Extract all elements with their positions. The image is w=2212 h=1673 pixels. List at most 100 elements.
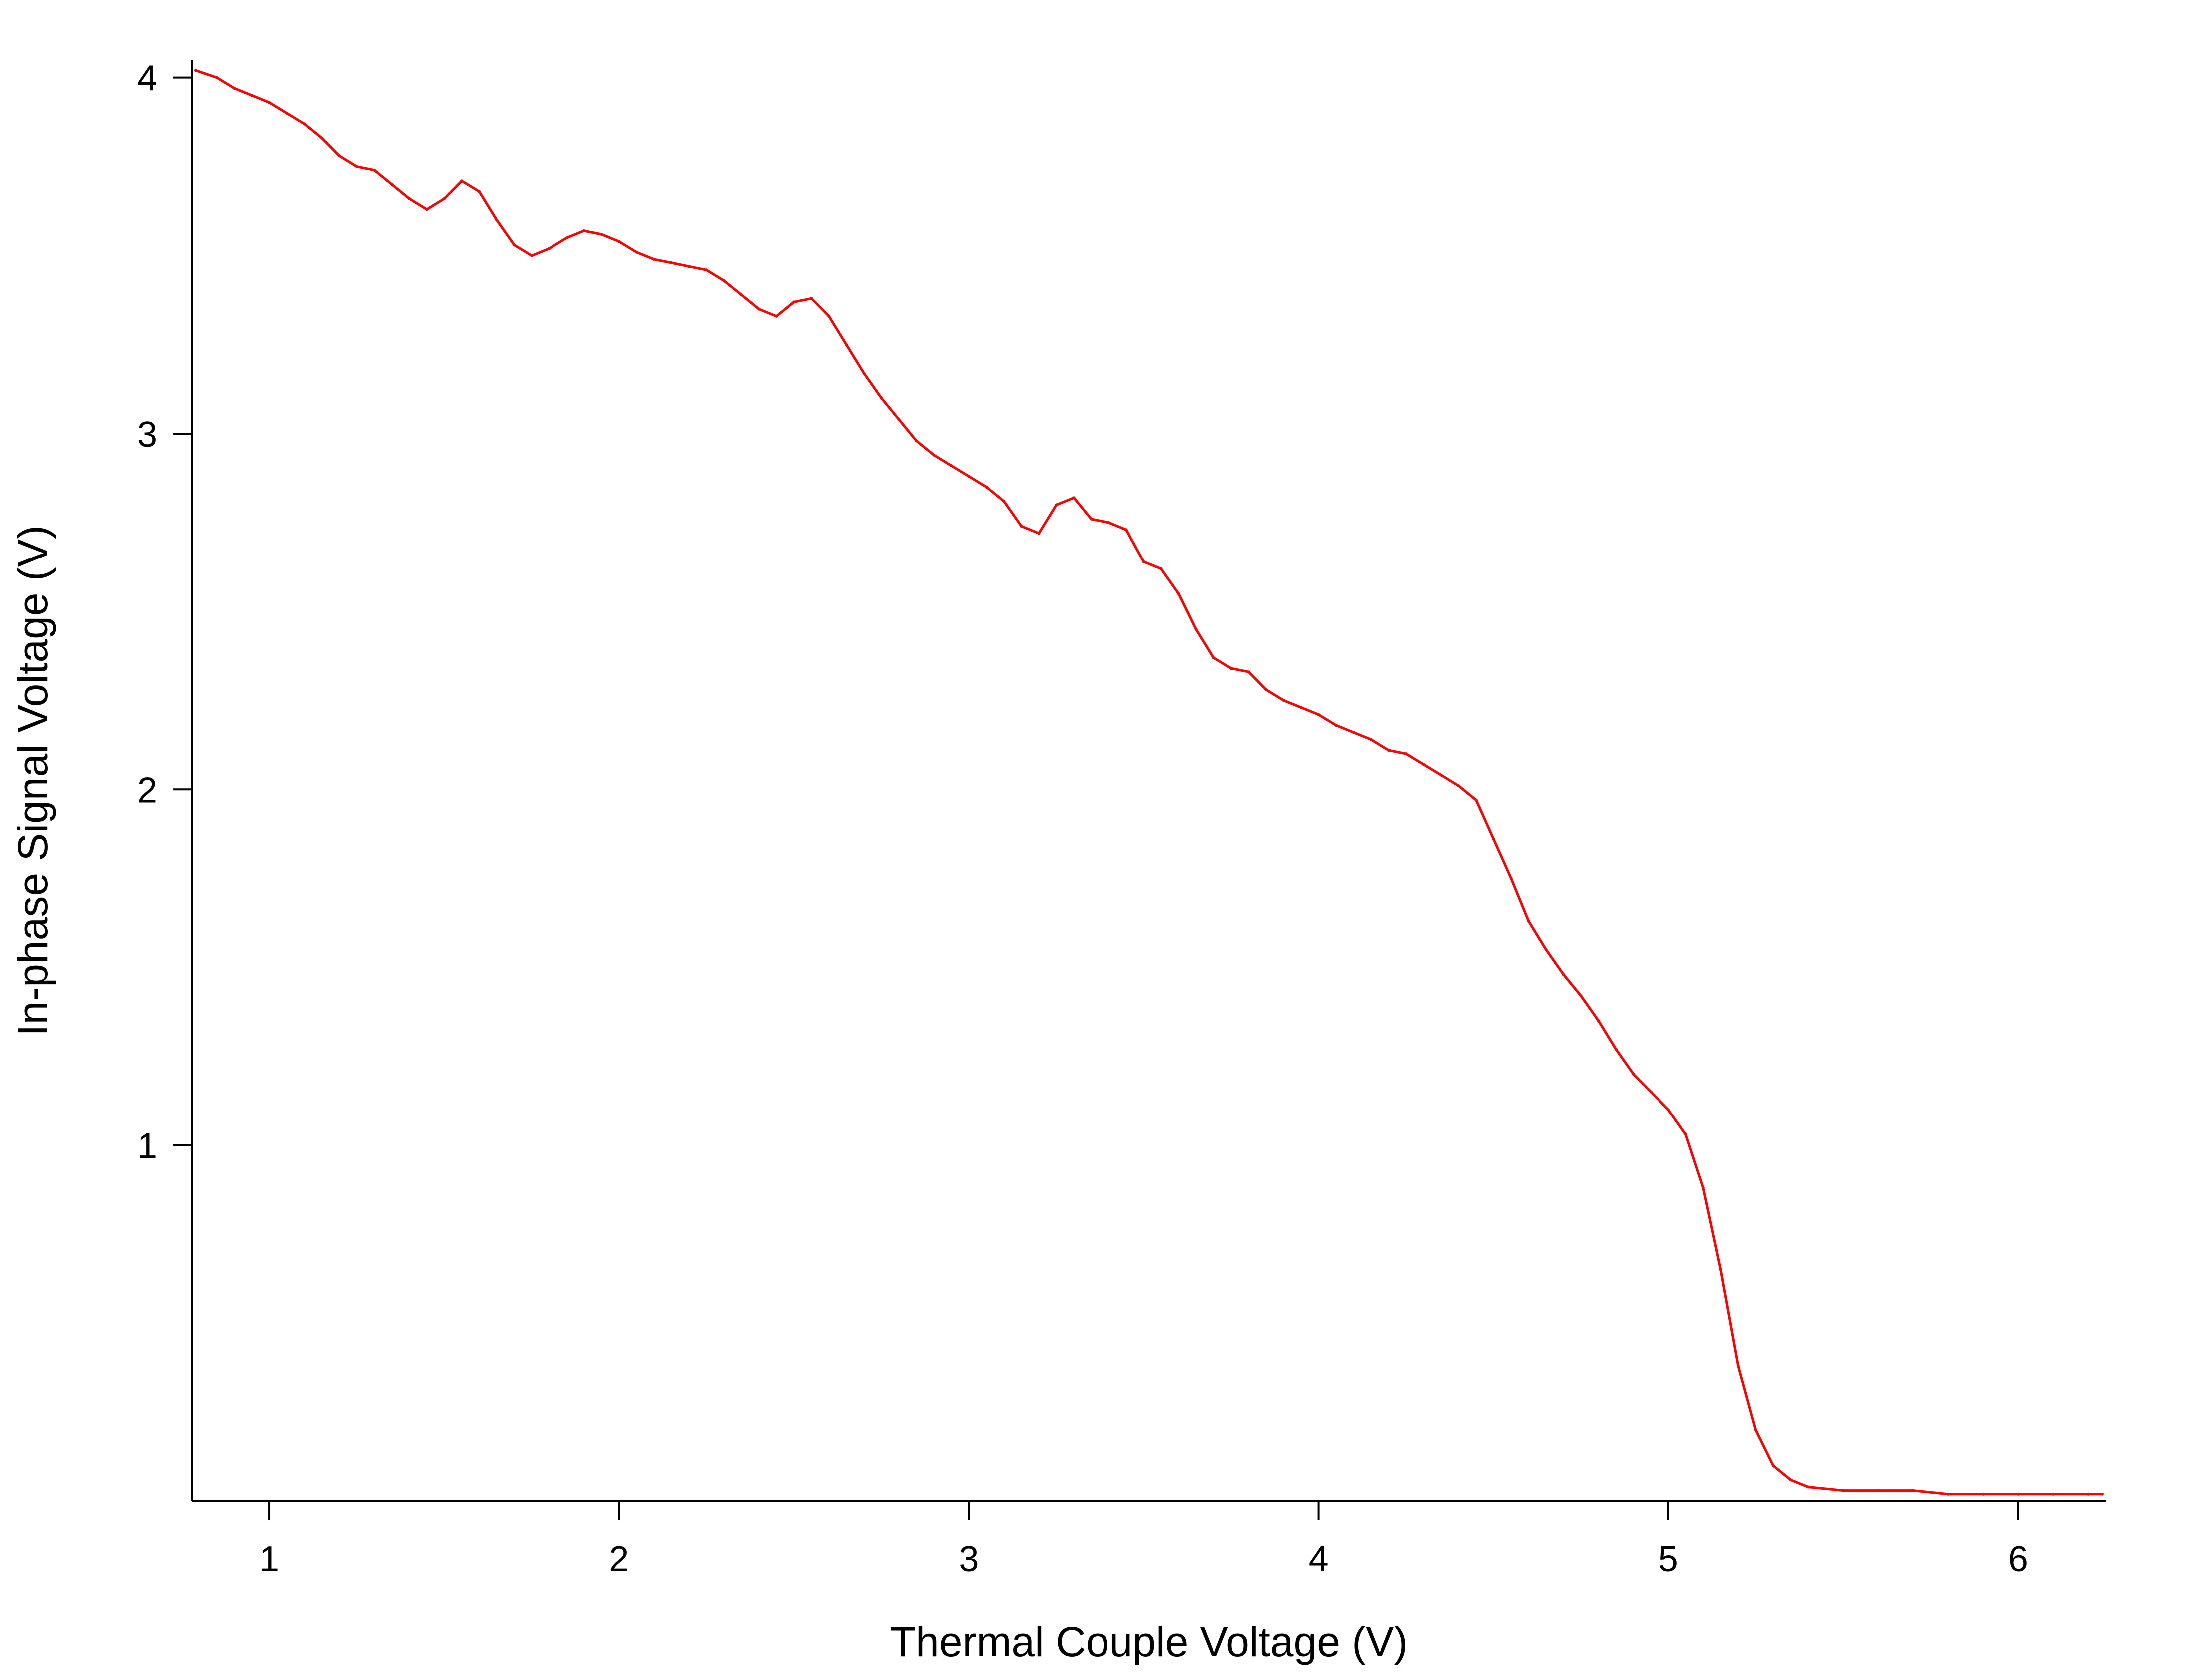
data-point: [285, 111, 288, 115]
data-point: [1107, 521, 1110, 524]
data-point: [617, 240, 621, 243]
data-point: [1666, 1108, 1670, 1112]
data-point: [443, 197, 446, 200]
data-point: [582, 229, 586, 232]
data-point: [862, 371, 866, 375]
data-point: [1055, 503, 1058, 507]
data-point: [1562, 973, 1565, 976]
data-point: [268, 101, 271, 104]
data-point: [757, 307, 761, 311]
data-point: [460, 179, 464, 183]
data-point: [1649, 1090, 1653, 1094]
data-point: [1911, 1489, 1915, 1492]
data-point: [1474, 798, 1478, 802]
data-point: [338, 154, 341, 158]
data-point: [1492, 838, 1495, 841]
x-tick-label: 1: [259, 1539, 279, 1579]
data-point: [1090, 517, 1093, 521]
data-point: [2017, 1492, 2020, 1496]
data-point: [740, 293, 743, 297]
data-point: [950, 464, 953, 468]
data-point: [1229, 667, 1233, 670]
data-point: [1509, 877, 1513, 880]
data-point: [1946, 1492, 1950, 1496]
data-point: [845, 343, 848, 346]
data-point: [652, 257, 656, 261]
data-point: [1439, 773, 1443, 777]
data-point: [1457, 784, 1460, 788]
data-point: [1387, 749, 1390, 752]
data-point: [1876, 1489, 1880, 1492]
data-point: [1684, 1133, 1687, 1136]
data-point: [1072, 496, 1076, 500]
data-point: [1789, 1478, 1792, 1482]
axes: [191, 60, 2106, 1502]
data-point: [1597, 1019, 1600, 1023]
data-point: [373, 168, 376, 172]
x-axis-title: Thermal Couple Voltage (V): [890, 1618, 1408, 1665]
data-point: [635, 250, 638, 254]
data-point: [2087, 1492, 2090, 1496]
data-point: [687, 265, 691, 268]
y-tick-label: 1: [137, 1126, 157, 1166]
data-point: [1194, 627, 1198, 631]
data-point: [600, 233, 603, 236]
series-line: [195, 69, 2102, 1496]
data-point: [722, 279, 726, 282]
data-point: [1404, 752, 1408, 756]
data-point: [1334, 724, 1338, 727]
data-point: [897, 418, 901, 421]
x-tick-label: 5: [1659, 1539, 1678, 1579]
ticks: 1 2 3 4 5 6 1 2 3 4: [137, 59, 2028, 1579]
data-point: [915, 439, 918, 443]
data-point: [478, 190, 481, 193]
data-point: [1124, 528, 1128, 532]
data-point: [1527, 919, 1530, 923]
data-point: [1754, 1428, 1757, 1432]
data-point: [1544, 948, 1548, 951]
data-point: [1177, 592, 1180, 595]
data-point: [1282, 699, 1285, 702]
data-point: [1264, 688, 1268, 691]
data-point: [530, 254, 534, 257]
data-point: [194, 69, 197, 72]
data-point: [792, 300, 796, 304]
data-point: [1736, 1364, 1740, 1368]
data-point: [320, 136, 324, 140]
x-tick-label: 2: [609, 1539, 629, 1579]
data-point: [2101, 1492, 2104, 1496]
data-point: [705, 268, 708, 272]
data-point: [250, 94, 253, 97]
data-point: [233, 87, 236, 90]
data-point: [2052, 1492, 2055, 1496]
data-point: [1806, 1485, 1810, 1489]
data-point: [1579, 994, 1583, 998]
data-point: [810, 297, 813, 300]
data-point: [1841, 1489, 1845, 1492]
data-point: [1159, 567, 1163, 570]
data-point: [1317, 713, 1320, 716]
data-point: [548, 247, 551, 250]
data-point: [1614, 1048, 1618, 1051]
data-point: [408, 197, 411, 200]
data-point: [425, 208, 429, 211]
data-point: [1020, 525, 1023, 528]
data-point: [1771, 1464, 1775, 1467]
y-tick-label: 4: [137, 59, 157, 99]
series: [194, 69, 2104, 1496]
data-point: [1142, 560, 1145, 563]
data-point: [932, 453, 936, 457]
x-tick-label: 3: [959, 1539, 979, 1579]
y-axis-title: In-phase Signal Voltage (V): [9, 525, 56, 1036]
data-point: [1719, 1268, 1722, 1271]
data-point: [513, 243, 516, 247]
data-point: [827, 314, 831, 318]
data-point: [1981, 1492, 1985, 1496]
data-point: [1352, 731, 1355, 734]
data-point: [355, 165, 359, 168]
data-point: [1632, 1073, 1635, 1076]
data-point: [1247, 670, 1250, 674]
data-point: [670, 261, 673, 264]
